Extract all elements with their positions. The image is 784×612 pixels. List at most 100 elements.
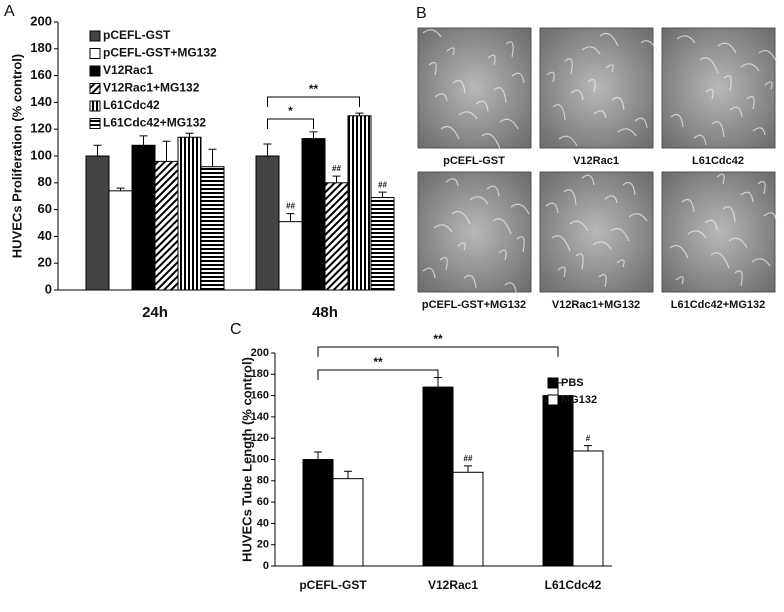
tube bbox=[486, 185, 500, 197]
tube bbox=[463, 275, 477, 289]
significance-bracket bbox=[317, 346, 559, 357]
tube bbox=[681, 199, 695, 213]
significance-bracket bbox=[317, 369, 439, 380]
tube bbox=[552, 104, 566, 121]
tube bbox=[504, 282, 518, 299]
tube bbox=[763, 212, 777, 221]
tube bbox=[705, 88, 714, 100]
panel-label: C bbox=[230, 321, 242, 338]
tube bbox=[628, 213, 648, 222]
tube bbox=[569, 220, 589, 232]
significance-bracket bbox=[267, 118, 314, 129]
x-tick-label: 24h bbox=[142, 304, 168, 321]
tube bbox=[711, 121, 725, 138]
panel-label: B bbox=[416, 5, 427, 22]
panel-label: A bbox=[4, 3, 15, 20]
error-bar bbox=[332, 175, 341, 183]
tube bbox=[445, 178, 459, 187]
tube bbox=[764, 81, 773, 90]
error-bar bbox=[314, 451, 322, 460]
significance-bracket bbox=[267, 96, 360, 107]
tube bbox=[740, 63, 760, 72]
tube bbox=[587, 79, 596, 93]
annotation: * bbox=[288, 104, 293, 118]
error-bar bbox=[378, 191, 387, 198]
bar bbox=[200, 166, 225, 291]
tube bbox=[717, 42, 737, 54]
bar bbox=[255, 155, 280, 291]
y-tick-label: 40 bbox=[257, 517, 269, 529]
legend-swatch bbox=[89, 65, 101, 77]
micrograph-label: V12Rac1 bbox=[573, 155, 619, 167]
tube bbox=[505, 41, 514, 58]
legend-label: V12Rac1 bbox=[103, 63, 153, 77]
bar bbox=[572, 450, 604, 567]
bar bbox=[278, 221, 303, 291]
tube bbox=[499, 118, 519, 130]
significance-mark: # bbox=[586, 434, 591, 443]
tube bbox=[551, 235, 571, 252]
legend-swatch bbox=[89, 83, 101, 94]
tube bbox=[498, 249, 507, 261]
tube bbox=[557, 266, 566, 278]
tube bbox=[558, 135, 578, 147]
tube bbox=[563, 189, 577, 206]
tube bbox=[610, 228, 630, 242]
tube bbox=[599, 33, 619, 47]
tube bbox=[581, 174, 595, 186]
tube bbox=[510, 203, 530, 215]
legend-label: L61Cdc42 bbox=[103, 98, 160, 112]
x-tick-label: V12Rac1 bbox=[428, 578, 478, 592]
legend-label: pCEFL-GST+MG132 bbox=[103, 46, 217, 60]
tube bbox=[734, 270, 743, 287]
y-axis-label: HUVECs Tube Length (% control) bbox=[239, 357, 254, 562]
y-tick-label: 0 bbox=[45, 281, 52, 296]
legend-swatch bbox=[547, 394, 559, 406]
x-tick-label: pCEFL-GST bbox=[299, 578, 367, 592]
y-tick-label: 40 bbox=[38, 228, 52, 243]
tube bbox=[704, 219, 718, 231]
tube bbox=[676, 35, 696, 44]
tube bbox=[710, 252, 730, 269]
bar bbox=[154, 160, 179, 291]
bar bbox=[347, 115, 372, 291]
tube bbox=[675, 276, 684, 285]
tube bbox=[757, 181, 766, 195]
y-tick-label: 60 bbox=[257, 496, 269, 508]
tube bbox=[581, 46, 601, 55]
micrograph-label: L61Cdc42+MG132 bbox=[671, 299, 765, 311]
x-tick-label: 48h bbox=[312, 304, 338, 321]
tube bbox=[487, 54, 496, 66]
tube bbox=[593, 110, 607, 119]
micrograph-label: pCEFL-GST bbox=[443, 155, 505, 167]
legend-label: V12Rac1+MG132 bbox=[103, 81, 200, 95]
error-bar bbox=[208, 148, 217, 167]
tube bbox=[758, 50, 778, 64]
error-bar bbox=[355, 112, 364, 116]
tube bbox=[728, 237, 748, 249]
tube bbox=[492, 218, 512, 235]
tube bbox=[451, 211, 471, 225]
y-tick-label: 20 bbox=[38, 255, 52, 270]
significance-mark: ## bbox=[286, 202, 295, 211]
tube bbox=[640, 40, 660, 57]
y-tick-label: 100 bbox=[30, 147, 52, 162]
legend-swatch bbox=[547, 377, 559, 389]
tube bbox=[746, 96, 755, 110]
tube bbox=[452, 80, 466, 94]
y-tick-label: 200 bbox=[30, 13, 52, 28]
bar bbox=[177, 136, 202, 291]
tube bbox=[598, 274, 607, 288]
error-bar bbox=[162, 140, 171, 162]
tube bbox=[669, 245, 689, 259]
tube bbox=[446, 47, 455, 56]
tube bbox=[617, 128, 637, 137]
significance-mark: ## bbox=[378, 180, 387, 189]
y-tick-label: 80 bbox=[38, 174, 52, 189]
tube bbox=[616, 259, 625, 268]
y-tick-label: 100 bbox=[251, 453, 269, 465]
significance-mark: ## bbox=[332, 164, 341, 173]
annotation: ** bbox=[309, 82, 319, 96]
y-tick-label: 180 bbox=[251, 368, 269, 380]
